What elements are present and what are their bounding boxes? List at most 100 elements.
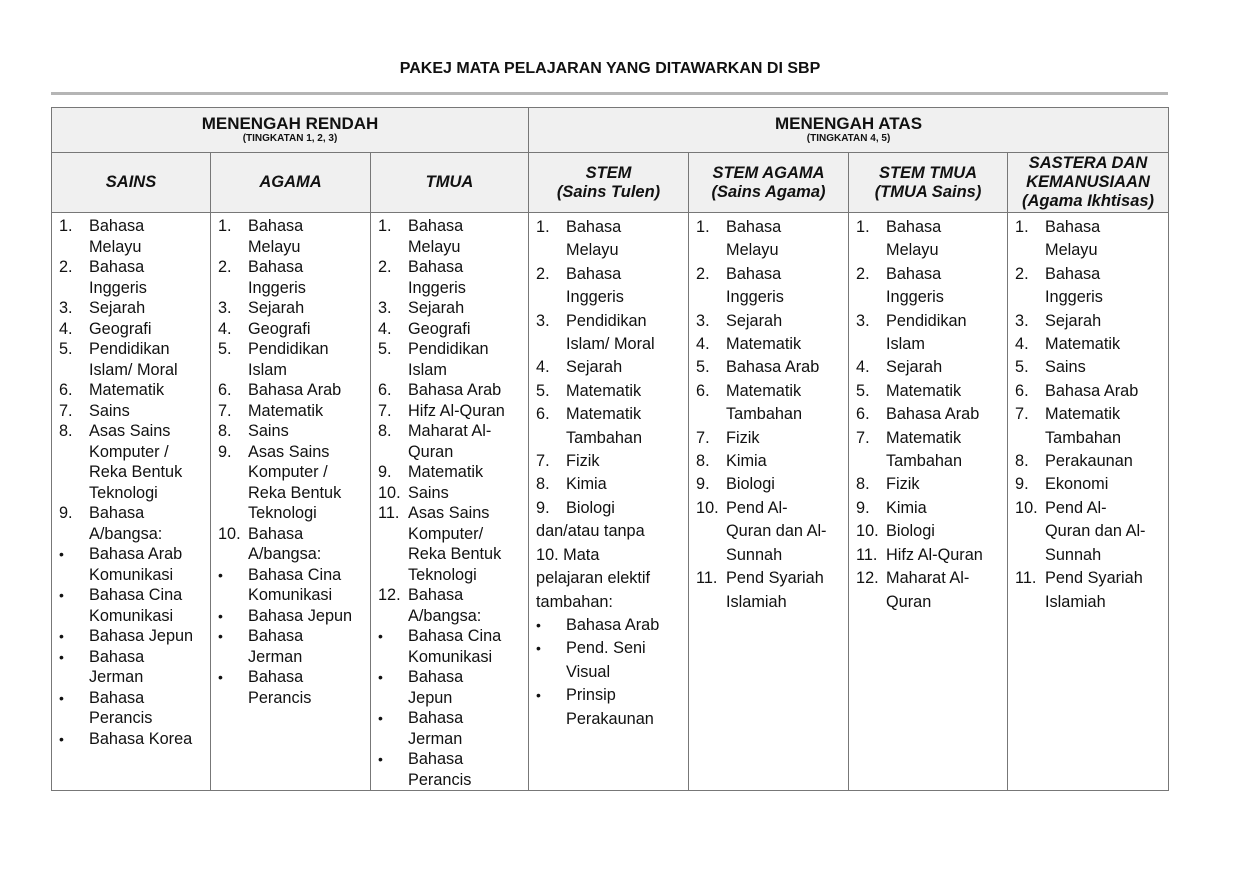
list-marker: 6. [218,381,232,399]
group-label: MENENGAH ATAS [775,114,923,133]
numbered-item: 1. Bahasa Melayu [536,216,688,263]
column-cell: 1. Bahasa Melayu 2. Bahasa Inggeris 3. Pendid… [528,212,690,791]
numbered-item: 11. Pend Syariah Islamiah [696,567,848,614]
list-marker: 5. [856,381,870,400]
subject-text: Pend Syariah Islamiah [726,569,824,611]
bullet-item: • Prinsip Perakaunan [536,684,688,731]
subject-text: Matematik [89,381,165,399]
list-marker: 8. [218,422,232,440]
column-cell: 1. Bahasa Melayu 2. Bahasa Inggeris 3. Sejara… [210,212,371,791]
list-marker: 5. [218,340,232,358]
numbered-item: 11. Hifz Al-Quran [856,544,1007,567]
list-marker: 3. [1015,311,1029,330]
bullet-item: • Bahasa Jerman [378,708,528,749]
list-marker: 1. [378,217,392,235]
numbered-item: 10. Biologi [856,520,1007,543]
list-marker: 6. [1015,381,1029,400]
numbered-item: 6. Matematik [59,380,210,401]
numbered-item: 4. Sejarah [536,356,688,379]
list-marker: 3. [696,311,710,330]
numbered-item: 5. Matematik [536,380,688,403]
numbered-item: 3. Sejarah [218,298,370,319]
numbered-item: 2. Bahasa Inggeris [378,257,528,298]
numbered-item: 3. Sejarah [378,298,528,319]
group-sublabel: (TINGKATAN 4, 5) [806,133,891,144]
bullet-item: • Bahasa Jepun [378,667,528,708]
subject-list: 1. Bahasa Melayu 2. Bahasa Inggeris 3. Sejara… [689,213,848,614]
list-marker: 10. [378,483,401,502]
subject-text: Pend Syariah Islamiah [1045,569,1143,611]
subject-text: Matematik [886,381,962,400]
list-marker: 4. [536,358,550,377]
list-marker: 4. [378,319,392,338]
list-marker: 9. [856,498,870,517]
subject-text: Ekonomi [1045,475,1109,494]
subject-text: Sejarah [726,311,783,330]
subject-text: Bahasa Arab Komunikasi [89,545,183,584]
numbered-item: 6. Bahasa Arab [378,380,528,401]
subject-text: Perakaunan [1045,452,1133,471]
column-cell: 1. Bahasa Melayu 2. Bahasa Inggeris 3. Pendid… [848,212,1009,791]
numbered-item: 4. Geografi [59,319,210,340]
list-marker: 1. [696,218,710,236]
column-header: STEM AGAMA (Sains Agama) [688,152,850,213]
subject-text: Maharat Al- Quran [886,569,970,611]
subject-text: Fizik [886,475,920,494]
document-title: PAKEJ MATA PELAJARAN YANG DITAWARKAN DI … [399,60,821,77]
subject-text: Bahasa Cina Komunikasi [89,586,183,625]
numbered-item: 2. Bahasa Inggeris [856,263,1007,310]
list-marker: 11. [378,504,400,522]
subject-text: Bahasa Melayu [566,218,622,260]
bullet-item: • Bahasa Jepun [59,626,210,647]
list-marker: 6. [59,381,73,399]
subject-text: Kimia [726,452,767,471]
column-cell: 1. Bahasa Melayu 2. Bahasa Inggeris 3. Sejara… [1007,212,1170,791]
subject-text: Bahasa Jepun [248,606,353,625]
list-marker: 6. [536,405,550,424]
subject-text: Sejarah [408,299,465,317]
subject-text: Biologi [886,522,935,541]
list-marker: 5. [59,340,73,358]
list-marker: 1. [536,218,550,236]
subject-text: Bahasa Korea [89,729,193,748]
subject-text: Pendidikan Islam [886,311,967,354]
subject-text: Bahasa A/bangsa: [89,504,163,543]
list-marker: 2. [696,264,710,283]
numbered-item: 2. Bahasa Inggeris [696,263,848,310]
numbered-item: 7. Matematik Tambahan [1015,403,1168,450]
numbered-item: 1. Bahasa Melayu [696,216,848,263]
subject-text: Kimia [566,475,607,494]
list-marker: 2. [856,264,870,283]
list-marker: 11. [696,569,718,588]
subject-text: Maharat Al- Quran [408,422,492,461]
list-marker: 4. [59,319,73,338]
list-marker: 8. [1015,452,1029,471]
list-marker: 9. [536,498,550,517]
subject-text: Bahasa Inggeris [566,264,624,307]
subject-text: Bahasa Perancis [89,688,153,728]
subject-text: Pendidikan Islam [248,340,329,379]
subject-text: Sejarah [1045,311,1102,330]
bullet-item: • Bahasa Jerman [218,626,370,667]
numbered-item: 4. Geografi [218,319,370,340]
list-marker: 8. [696,452,710,471]
subject-text: Bahasa Jerman [248,627,304,666]
numbered-item: 5. Pendidikan Islam [218,339,370,380]
subject-text: Biologi [726,475,775,494]
numbered-item: 5. Matematik [856,380,1007,403]
subject-text: Matematik Tambahan [886,428,963,471]
subject-text: Geografi [248,319,311,338]
numbered-item: 7. Fizik [536,450,688,473]
list-marker: 6. [696,381,710,400]
numbered-item: 7. Sains [59,401,210,422]
subject-text: Bahasa Melayu [726,218,782,260]
bullet-item: • Bahasa Perancis [218,667,370,708]
list-marker: • [59,730,64,747]
list-marker: 10. [1015,498,1038,517]
subject-text: Matematik Tambahan [726,381,803,424]
list-marker: • [59,546,64,562]
list-marker: 12. [856,569,879,588]
list-marker: • [59,587,64,603]
bullet-item: • Bahasa Arab [536,614,688,637]
list-marker: 10. [856,522,879,541]
